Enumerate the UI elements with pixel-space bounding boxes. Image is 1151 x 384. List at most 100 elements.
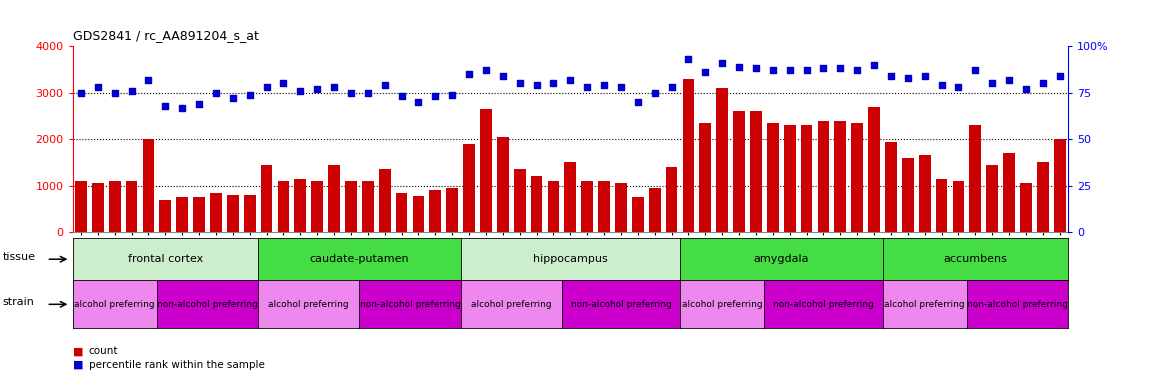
Text: alcohol preferring: alcohol preferring [268, 300, 349, 309]
Point [747, 65, 765, 71]
Point [932, 82, 951, 88]
Bar [143, 139, 154, 232]
Point [763, 67, 782, 73]
Bar [277, 181, 289, 232]
Point [712, 60, 731, 66]
Bar [564, 162, 577, 232]
Point [899, 74, 917, 81]
Point [89, 84, 107, 90]
Bar [513, 169, 526, 232]
Bar [784, 125, 795, 232]
Bar [733, 111, 745, 232]
Point [544, 80, 563, 86]
Bar [176, 197, 188, 232]
Bar [295, 179, 306, 232]
Bar [750, 111, 762, 232]
Bar [311, 181, 323, 232]
Text: caudate-putamen: caudate-putamen [310, 254, 410, 264]
Point [950, 84, 968, 90]
Bar [683, 79, 694, 232]
Bar [193, 197, 205, 232]
Text: alcohol preferring: alcohol preferring [75, 300, 155, 309]
Bar [902, 158, 914, 232]
Point [392, 93, 411, 99]
Bar [801, 125, 813, 232]
Point [223, 95, 242, 101]
Point [679, 56, 698, 62]
Point [494, 73, 512, 79]
Bar [497, 137, 509, 232]
Bar [1037, 162, 1049, 232]
Bar [379, 169, 390, 232]
Bar [429, 190, 441, 232]
Bar [328, 165, 340, 232]
Bar [244, 195, 256, 232]
Point [561, 76, 579, 83]
Bar [109, 181, 121, 232]
Point [578, 84, 596, 90]
Bar [599, 181, 610, 232]
Point [1000, 76, 1019, 83]
Point [157, 103, 175, 109]
Bar [665, 167, 678, 232]
Bar [716, 88, 729, 232]
Point [646, 89, 664, 96]
Bar [1054, 139, 1066, 232]
Text: percentile rank within the sample: percentile rank within the sample [89, 360, 265, 370]
Text: alcohol preferring: alcohol preferring [471, 300, 551, 309]
Bar [953, 181, 965, 232]
Point [1051, 73, 1069, 79]
Text: strain: strain [3, 297, 35, 307]
Bar [361, 181, 374, 232]
Text: hippocampus: hippocampus [533, 254, 608, 264]
Bar [260, 165, 273, 232]
Point [1016, 86, 1035, 92]
Point [106, 89, 124, 96]
Point [864, 61, 883, 68]
Text: non-alcohol preferring: non-alcohol preferring [571, 300, 671, 309]
Point [527, 82, 546, 88]
Point [511, 80, 529, 86]
Point [342, 89, 360, 96]
Text: non-alcohol preferring: non-alcohol preferring [157, 300, 258, 309]
Bar [92, 184, 104, 232]
Bar [531, 177, 542, 232]
Point [426, 93, 444, 99]
Point [780, 67, 799, 73]
Text: tissue: tissue [3, 252, 36, 262]
Bar [125, 181, 137, 232]
Bar [936, 179, 947, 232]
Text: non-alcohol preferring: non-alcohol preferring [967, 300, 1068, 309]
Bar [868, 107, 881, 232]
Bar [700, 123, 711, 232]
Point [258, 84, 276, 90]
Point [410, 99, 428, 105]
Bar [1004, 153, 1015, 232]
Point [139, 76, 158, 83]
Bar [615, 184, 627, 232]
Text: alcohol preferring: alcohol preferring [681, 300, 762, 309]
Point [966, 67, 984, 73]
Point [375, 82, 394, 88]
Point [882, 73, 900, 79]
Bar [986, 165, 998, 232]
Bar [918, 156, 931, 232]
Text: non-alcohol preferring: non-alcohol preferring [773, 300, 874, 309]
Bar [75, 181, 86, 232]
Text: GDS2841 / rc_AA891204_s_at: GDS2841 / rc_AA891204_s_at [73, 29, 258, 42]
Point [443, 91, 462, 98]
Bar [412, 196, 425, 232]
Point [798, 67, 816, 73]
Text: frontal cortex: frontal cortex [128, 254, 203, 264]
Point [71, 89, 90, 96]
Bar [767, 123, 779, 232]
Bar [834, 121, 846, 232]
Bar [480, 109, 491, 232]
Text: ■: ■ [73, 346, 83, 356]
Bar [1020, 184, 1031, 232]
Bar [852, 123, 863, 232]
Point [730, 63, 748, 70]
Bar [817, 121, 830, 232]
Point [122, 88, 140, 94]
Text: ■: ■ [73, 360, 83, 370]
